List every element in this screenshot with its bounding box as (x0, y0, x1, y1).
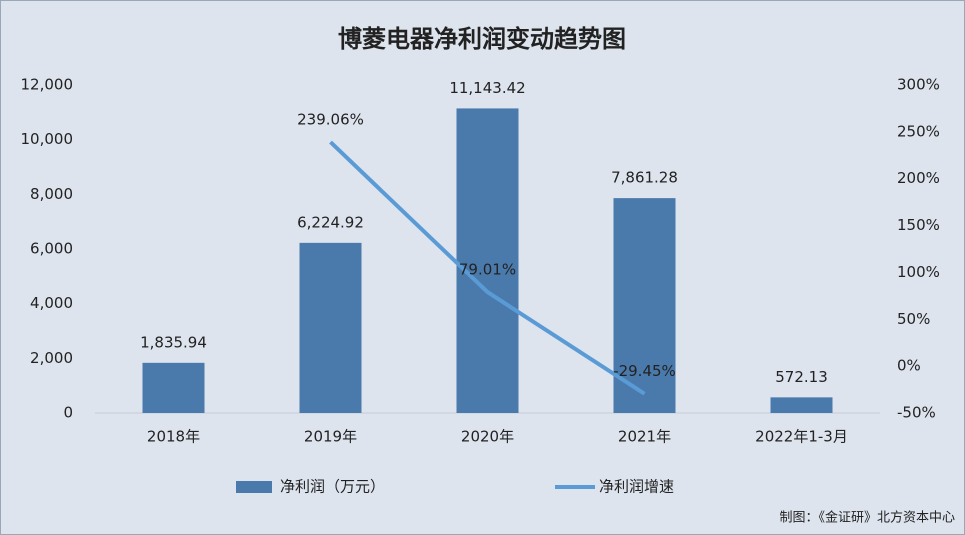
legend-label: 净利润（万元） (280, 478, 385, 496)
y-tick-label: 12,000 (21, 76, 74, 94)
y2-tick-label: 200% (897, 169, 940, 187)
data-label: 11,143.42 (449, 79, 525, 97)
data-label: 6,224.92 (297, 213, 364, 231)
y2-tick-label: -50% (897, 404, 936, 422)
data-label: 239.06% (297, 111, 364, 129)
source-note: 制图：《金证研》北方资本中心 (779, 510, 955, 526)
y-tick-label: 8,000 (30, 185, 73, 203)
y-tick-label: 2,000 (30, 349, 73, 367)
y-tick-label: 6,000 (30, 240, 73, 258)
data-label: 7,861.28 (611, 169, 678, 187)
legend-swatch (236, 481, 272, 493)
y2-tick-label: 150% (897, 216, 940, 234)
y2-tick-label: 50% (897, 310, 930, 328)
bar (770, 397, 833, 413)
data-label: 1,835.94 (140, 333, 207, 351)
x-tick-label: 2018年 (147, 428, 200, 446)
bar (142, 362, 205, 413)
y-tick-label: 10,000 (21, 130, 74, 148)
data-label: 572.13 (775, 368, 828, 386)
legend-label: 净利润增速 (599, 478, 674, 496)
x-tick-label: 2020年 (461, 428, 514, 446)
y2-tick-label: 300% (897, 76, 940, 94)
y2-tick-label: 250% (897, 122, 940, 140)
x-tick-label: 2021年 (618, 428, 671, 446)
bar (299, 242, 362, 413)
bar (456, 108, 519, 414)
x-tick-label: 2022年1-3月 (755, 428, 848, 446)
bar (613, 198, 676, 413)
y2-tick-label: 100% (897, 263, 940, 281)
data-label: -29.45% (613, 362, 676, 380)
x-tick-label: 2019年 (304, 428, 357, 446)
y-tick-label: 0 (63, 404, 73, 422)
y2-tick-label: 0% (897, 357, 921, 375)
y-tick-label: 4,000 (30, 294, 73, 312)
line (329, 140, 646, 396)
data-label: 79.01% (459, 261, 516, 279)
chart-title: 博菱电器净利润变动趋势图 (338, 25, 626, 53)
